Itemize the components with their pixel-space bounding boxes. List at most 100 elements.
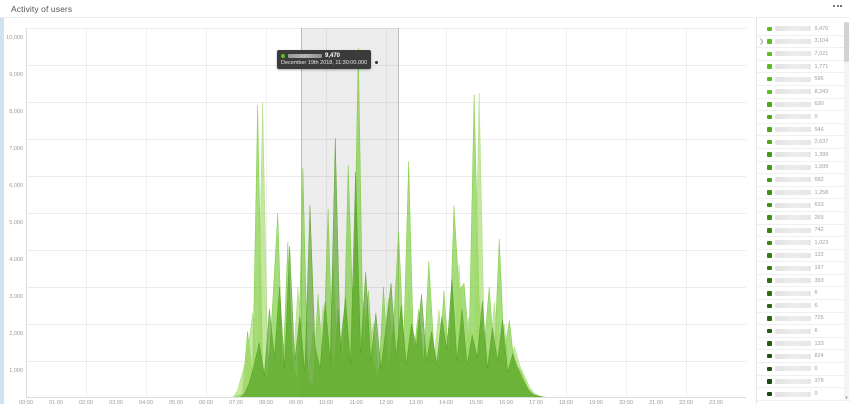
x-axis-tick: 10:00 — [319, 400, 333, 404]
legend-row[interactable]: 7,021 — [757, 48, 850, 61]
legend-series-dot — [767, 51, 772, 57]
legend-series-name-redacted — [774, 328, 811, 334]
legend-row[interactable]: 6 — [757, 325, 850, 338]
legend-row[interactable]: 1,258 — [757, 187, 850, 200]
legend-series-name-redacted — [774, 64, 811, 70]
legend-series-name-redacted — [774, 278, 811, 284]
gridline-vertical — [86, 28, 87, 398]
scroll-down-arrow[interactable]: ▼ — [844, 395, 849, 400]
legend-series-dot — [767, 114, 772, 120]
legend-series-dot — [767, 328, 772, 334]
legend-series-dot — [767, 64, 772, 69]
tooltip-series-dot — [281, 53, 285, 58]
x-axis-tick: 00:00 — [19, 400, 33, 404]
legend-row[interactable]: 726 — [757, 313, 850, 326]
x-axis-tick: 08:00 — [259, 400, 273, 404]
x-axis-tick: 16:00 — [499, 400, 513, 404]
y-axis-tick: 7,000 — [9, 146, 23, 152]
legend-row[interactable]: 742 — [757, 225, 850, 238]
legend-series-name-redacted — [774, 202, 811, 208]
legend-row[interactable]: 1,771 — [757, 61, 850, 74]
legend-series-dot — [767, 76, 772, 82]
legend-scrollbar[interactable]: ▲ ▼ — [844, 22, 849, 400]
tooltip-anchor-point — [375, 61, 378, 64]
legend-series-value: 122 — [814, 252, 824, 259]
gridline-vertical — [686, 28, 687, 398]
legend-row[interactable]: 633 — [757, 199, 850, 212]
legend-series-dot — [767, 353, 772, 359]
legend-row[interactable]: 596 — [757, 73, 850, 86]
legend-series-value: 0 — [814, 391, 818, 398]
legend-row[interactable]: 393 — [757, 275, 850, 288]
legend-row[interactable]: 8,243 — [757, 86, 850, 99]
legend-row[interactable]: 122 — [757, 250, 850, 263]
legend-series-value: 3,104 — [814, 38, 829, 45]
gridline-vertical — [326, 28, 327, 398]
legend-list[interactable]: 9,470 3,104 7,021 1,771 596 8,243 630 0 546 2,637… — [757, 18, 850, 404]
legend-series-dot — [767, 190, 772, 195]
chart-area[interactable]: 01,0002,0003,0004,0005,0006,0007,0008,00… — [0, 18, 756, 404]
panel-header: Activity of users — [0, 0, 850, 18]
legend-row[interactable]: 1,099 — [757, 162, 850, 175]
x-axis: 00:00 01:00 02:00 03:00 04:00 05:00 06:00 07:00… — [19, 400, 746, 404]
legend-row[interactable]: 1,399 — [757, 149, 850, 162]
legend-series-value: 546 — [814, 126, 824, 133]
gridline-vertical — [386, 28, 387, 398]
x-axis-tick: 13:00 — [409, 400, 423, 404]
legend-series-dot — [767, 253, 772, 258]
legend-row[interactable]: 6 — [757, 287, 850, 301]
legend-row[interactable]: 3,104 — [757, 36, 850, 49]
legend-series-name-redacted — [774, 353, 811, 359]
legend-row[interactable]: 6 — [757, 300, 850, 313]
panel-left-accent — [0, 0, 4, 404]
legend-series-value: 6 — [814, 302, 818, 309]
legend-row[interactable]: 133 — [757, 338, 850, 351]
panel-body: 0 1,000 2,000 3,000 4,000 5,000 6,000 7,000 8,00… — [0, 18, 850, 404]
legend-scrollbar-thumb[interactable] — [844, 22, 849, 62]
legend-row[interactable]: 0 — [757, 363, 850, 376]
legend-row[interactable]: 265 — [757, 212, 850, 225]
legend-series-name-redacted — [774, 290, 811, 296]
legend-row[interactable]: 546 — [757, 124, 850, 137]
legend-series-value: 6 — [814, 290, 818, 297]
legend-row[interactable]: 0 — [757, 388, 850, 401]
legend-series-dot — [767, 341, 772, 346]
legend-series-dot — [767, 291, 772, 296]
y-axis-tick: 5,000 — [9, 220, 23, 226]
legend-row[interactable]: 630 — [757, 99, 850, 112]
x-axis-tick: 02:00 — [79, 400, 93, 404]
legend-row[interactable]: 1,023 — [757, 237, 850, 250]
legend-series-name-redacted — [774, 366, 811, 372]
legend-row[interactable]: 682 — [757, 174, 850, 187]
legend-series-value: 0 — [814, 365, 818, 372]
legend-series-value: 9,470 — [814, 25, 829, 32]
legend-series-dot — [767, 228, 772, 233]
legend-series-value: 824 — [814, 353, 824, 360]
legend-series-name-redacted — [774, 240, 811, 246]
tooltip-value: 9,470 — [325, 52, 341, 59]
legend-row[interactable]: 0 — [757, 111, 850, 124]
plot-region[interactable] — [26, 28, 746, 398]
series-layers — [26, 47, 746, 398]
legend-series-dot — [767, 366, 772, 372]
legend-series-name-redacted — [774, 177, 811, 183]
legend-row[interactable]: 378 — [757, 376, 850, 389]
legend-row[interactable]: 9,470 — [757, 23, 850, 36]
legend-row[interactable]: 824 — [757, 350, 850, 364]
legend-series-dot — [767, 89, 772, 95]
legend-series-name-redacted — [774, 190, 811, 196]
chevron-right-icon[interactable]: ❯ — [759, 39, 765, 45]
y-axis-tick: 4,000 — [9, 257, 23, 263]
more-options-icon[interactable] — [833, 5, 842, 7]
gridline-vertical — [626, 28, 627, 398]
legend-row[interactable]: 2,637 — [757, 136, 850, 149]
x-axis-line — [26, 397, 746, 398]
legend-series-name-redacted — [774, 215, 811, 221]
legend-series-name-redacted — [774, 315, 811, 321]
legend-series-name-redacted — [774, 139, 811, 145]
legend-series-dot — [767, 240, 772, 246]
tooltip-timestamp: December 19th 2018, 11:30:00.000 — [281, 60, 368, 66]
legend-row[interactable]: 167 — [757, 262, 850, 275]
legend-series-dot — [767, 215, 772, 220]
